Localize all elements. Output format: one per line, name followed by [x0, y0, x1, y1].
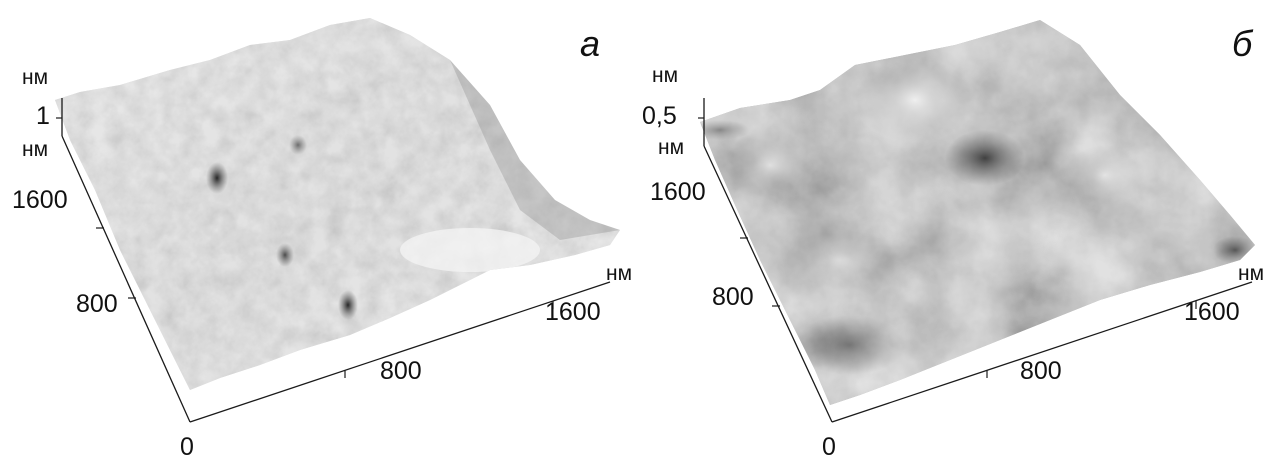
panel-a: а нм 1 нм 1600 800 нм 800 1600 0 — [12, 18, 632, 460]
panel-b: б нм 0,5 нм 1600 800 нм 800 1600 0 — [642, 20, 1264, 460]
z-unit-b: нм — [652, 64, 678, 87]
x-unit-a: нм — [606, 262, 632, 285]
axes-a — [56, 98, 611, 423]
axes-b — [698, 98, 1253, 423]
y-unit-b: нм — [658, 136, 684, 159]
y-unit-a: нм — [22, 138, 48, 161]
panel-letter-a: а — [580, 23, 600, 64]
x-unit-b: нм — [1238, 262, 1264, 285]
panel-letter-b: б — [1232, 23, 1254, 64]
y-tick-800-b: 800 — [712, 283, 754, 311]
surface-b — [700, 20, 1255, 405]
surface-a — [55, 18, 620, 390]
origin-a: 0 — [180, 433, 194, 460]
x-tick-1600-b: 1600 — [1184, 298, 1240, 326]
origin-b: 0 — [822, 433, 836, 460]
x-tick-800-a: 800 — [380, 357, 422, 385]
z-tick-b: 0,5 — [642, 102, 677, 130]
z-tick-a: 1 — [36, 102, 50, 130]
labels-a: а нм 1 нм 1600 800 нм 800 1600 0 — [12, 23, 632, 460]
y-tick-1600-a: 1600 — [12, 186, 68, 214]
x-tick-800-b: 800 — [1020, 357, 1062, 385]
y-tick-1600-b: 1600 — [650, 178, 706, 206]
x-tick-1600-a: 1600 — [545, 298, 601, 326]
labels-b: б нм 0,5 нм 1600 800 нм 800 1600 0 — [642, 23, 1264, 460]
z-unit-a: нм — [22, 66, 48, 89]
y-tick-800-a: 800 — [76, 290, 118, 318]
